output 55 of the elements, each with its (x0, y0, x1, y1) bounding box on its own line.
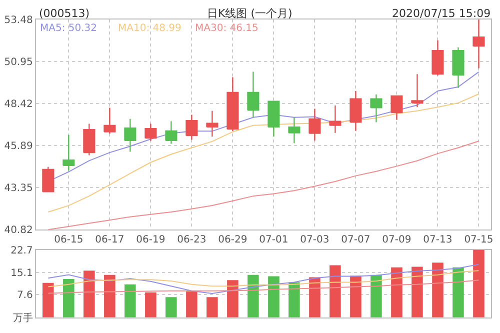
x-tick-label: 06-17 (95, 234, 124, 246)
line-series (48, 93, 480, 213)
y-tick-label: 48.42 (4, 98, 33, 110)
bar (473, 250, 484, 318)
line-series (48, 264, 480, 294)
x-tick-label: 07-07 (341, 234, 370, 246)
x-tick-label: 06-29 (218, 234, 248, 246)
x-tick-label: 06-19 (136, 234, 166, 246)
y-tick-label: 22.7 (10, 245, 33, 256)
candlestick (432, 40, 444, 76)
text: MA5: 50.32 (40, 23, 98, 34)
bar (206, 297, 218, 318)
bar (452, 267, 464, 318)
y-tick-label: 53.48 (4, 14, 33, 26)
chart-title: 日K线图 (一个月) (207, 7, 292, 20)
y-tick-label: 50.95 (4, 56, 33, 68)
bar (124, 284, 136, 318)
x-tick-label: 06-23 (177, 234, 206, 246)
bar (145, 292, 156, 318)
line-series (48, 140, 480, 230)
bar (288, 282, 300, 318)
bar (432, 262, 444, 318)
bar (370, 274, 382, 318)
bar (186, 291, 198, 318)
bar (350, 276, 362, 318)
text: MA30: 46.15 (195, 23, 258, 34)
line-series (48, 270, 480, 288)
y-tick-label: 15.1 (10, 268, 33, 279)
y-tick-label: 43.35 (4, 183, 33, 194)
annotation: 2020/07/15 15:09 (392, 7, 491, 20)
bar (309, 277, 320, 318)
bar (104, 274, 116, 318)
bar (268, 276, 280, 318)
y-tick-label: 40.82 (4, 225, 33, 236)
y-tick-label: 7.6 (16, 290, 33, 302)
bar (42, 282, 54, 318)
x-tick-label: 07-13 (423, 234, 452, 246)
bar (84, 270, 95, 318)
x-tick-label: 07-03 (300, 234, 330, 246)
bar (330, 265, 341, 318)
y-tick-label: 万手 (12, 312, 33, 324)
bar (63, 278, 74, 318)
x-tick-label: 07-15 (464, 234, 494, 246)
bar (412, 266, 423, 318)
x-tick-label: 06-15 (54, 234, 84, 246)
bar (391, 267, 402, 318)
bar (248, 274, 259, 318)
text: MA10: 48.99 (118, 23, 182, 34)
annotation: (000513) (39, 7, 90, 20)
bar (227, 280, 238, 318)
bar (166, 297, 177, 318)
line-series (48, 280, 480, 294)
x-tick-label: 07-01 (259, 234, 288, 246)
y-tick-label: 45.89 (4, 140, 33, 152)
x-tick-label: 07-09 (382, 234, 412, 246)
